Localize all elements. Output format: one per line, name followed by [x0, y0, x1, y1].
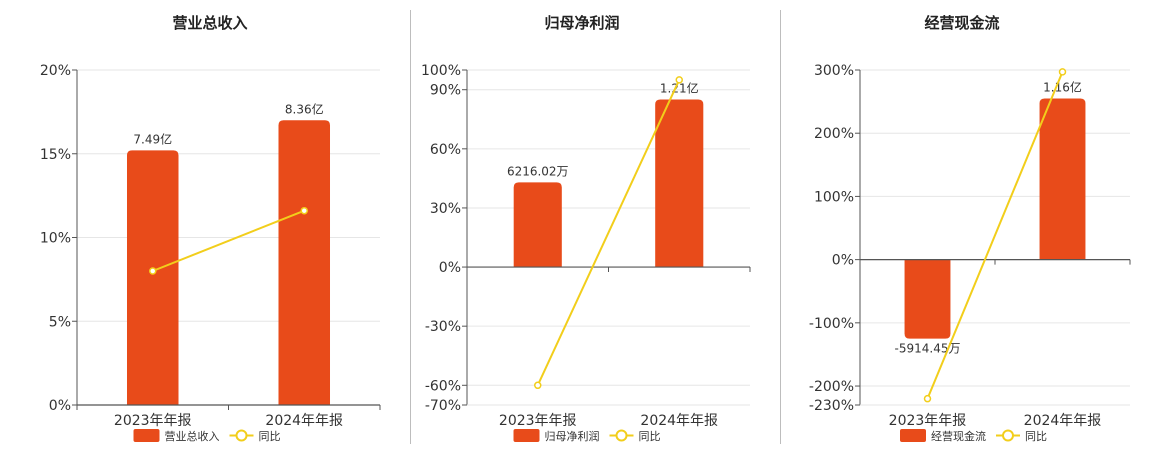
net-profit-y-tick-label: -30%: [425, 319, 461, 335]
revenue-y-tick-label: 10%: [40, 231, 71, 247]
net-profit-bar: [655, 99, 704, 268]
revenue-bar: [278, 120, 331, 405]
cash-flow-legend-line-label: 同比: [1025, 430, 1047, 443]
net-profit-legend-line-label: 同比: [639, 430, 661, 443]
chart-title-net-profit: 归母净利润: [544, 14, 620, 32]
revenue-legend-line-marker: [235, 429, 248, 442]
cash-flow-legend-bar-label: 经营现金流: [931, 429, 986, 443]
net-profit-x-tick-label: 2024年年报: [640, 413, 718, 429]
cash-flow-bar-data-label: 1.16亿: [1043, 79, 1082, 94]
panel-divider: [410, 10, 411, 444]
chart-title-revenue: 营业总收入: [172, 14, 248, 32]
net-profit-bar: [513, 182, 562, 268]
revenue-legend-bar-label: 营业总收入: [165, 429, 220, 443]
net-profit-y-tick-label: 60%: [430, 142, 461, 158]
revenue-x-tick-label: 2023年年报: [114, 413, 192, 429]
net-profit-y-tick-label: 30%: [430, 201, 461, 217]
revenue-yoy-point: [300, 206, 308, 215]
revenue-bar-data-label: 8.36亿: [285, 101, 324, 116]
revenue-legend-bar-swatch: [133, 429, 160, 442]
revenue-bar-data-label: 7.49亿: [133, 131, 172, 146]
cash-flow-y-tick-label: 200%: [814, 126, 854, 142]
net-profit-yoy-point: [534, 381, 542, 390]
revenue-legend-line-label: 同比: [259, 430, 281, 443]
revenue-y-tick-label: 15%: [40, 147, 71, 163]
net-profit-yoy-point: [675, 76, 683, 84]
net-profit-legend-bar-label: 归母净利润: [545, 429, 600, 443]
revenue-y-tick-label: 0%: [49, 398, 71, 414]
revenue-y-tick-label: 20%: [40, 63, 71, 79]
cash-flow-y-tick-label: -100%: [809, 316, 854, 332]
net-profit-bar-data-label: 1.21亿: [660, 81, 699, 96]
cash-flow-bar: [1039, 98, 1086, 260]
net-profit-y-tick-label: 100%: [421, 63, 461, 79]
cash-flow-y-tick-label: -200%: [809, 379, 854, 395]
chart-title-cash-flow: 经营现金流: [924, 14, 1000, 32]
net-profit-y-tick-label: -60%: [425, 378, 461, 394]
cash-flow-yoy-point: [923, 394, 932, 403]
cash-flow-legend-line-marker: [1002, 429, 1014, 442]
net-profit-legend-line-marker: [615, 429, 628, 442]
net-profit-x-tick-label: 2023年年报: [499, 413, 577, 429]
panel-divider: [780, 10, 781, 444]
cash-flow-y-tick-label: 100%: [814, 189, 854, 205]
cash-flow-x-tick-label: 2023年年报: [889, 413, 967, 429]
revenue-bar: [126, 150, 179, 405]
net-profit-y-tick-label: 0%: [439, 260, 461, 276]
cash-flow-bar-data-label: -5914.45万: [895, 342, 961, 356]
revenue-yoy-point: [149, 267, 157, 275]
net-profit-bar-data-label: 6216.02万: [507, 164, 569, 178]
revenue-x-tick-label: 2024年年报: [265, 413, 343, 429]
net-profit-y-tick-label: 90%: [430, 83, 461, 99]
net-profit-legend-bar-swatch: [513, 429, 540, 442]
cash-flow-yoy-point: [1058, 68, 1067, 76]
cash-flow-y-tick-label: -230%: [809, 398, 854, 414]
cash-flow-y-tick-label: 300%: [814, 63, 854, 79]
cash-flow-legend-bar-swatch: [900, 429, 926, 442]
cash-flow-bar: [904, 259, 951, 339]
net-profit-yoy-line: [536, 79, 681, 386]
cash-flow-y-tick-label: 0%: [832, 253, 854, 269]
revenue-y-tick-label: 5%: [49, 314, 71, 330]
cash-flow-yoy-line: [926, 71, 1064, 400]
net-profit-y-tick-label: -70%: [425, 398, 461, 414]
revenue-yoy-line: [152, 209, 305, 272]
cash-flow-x-tick-label: 2024年年报: [1024, 413, 1102, 429]
